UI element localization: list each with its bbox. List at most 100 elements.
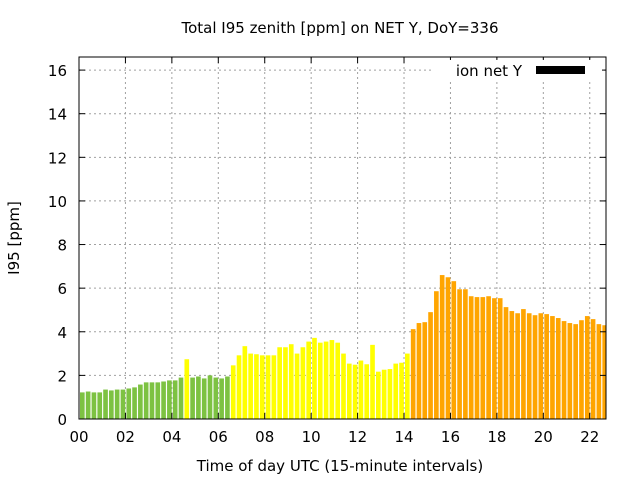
bar [190,377,195,419]
bar [561,321,567,419]
bar [184,359,190,419]
x-tick-label: 06 [209,428,228,446]
bar [91,392,97,419]
bar [439,275,445,419]
bar [109,390,114,419]
bar [242,346,248,419]
bar [474,297,480,419]
bar [509,311,515,419]
y-tick-label: 10 [48,193,67,211]
bar [329,340,335,419]
bar [323,341,329,419]
bar [277,347,282,419]
y-tick-label: 6 [57,280,67,298]
y-tick-label: 0 [57,411,67,429]
bar [590,319,596,419]
bar [207,375,213,419]
bar [602,325,606,419]
bar [283,347,288,419]
x-tick-label: 00 [69,428,88,446]
bar [434,291,439,419]
y-axis-label: I95 [ppm] [5,201,23,275]
bar [248,353,253,419]
bar [468,296,474,419]
bar [80,392,85,419]
bar [405,353,410,419]
bar [254,354,259,419]
bar [486,296,491,419]
bar [497,298,503,419]
bar [463,289,468,419]
bar [399,362,404,419]
bar [480,297,486,419]
bar [335,342,341,419]
y-tick-label: 14 [48,106,67,124]
bar [178,377,184,419]
x-tick-label: 20 [534,428,553,446]
bar [567,323,573,419]
bar [306,341,311,419]
bar [376,371,381,419]
legend-swatch [536,66,585,74]
bar [410,329,416,419]
bar [132,387,137,419]
bar [312,337,317,419]
x-tick-label: 10 [302,428,321,446]
bar [138,384,143,419]
bar [288,344,294,419]
bar [428,312,433,419]
bar [387,369,393,419]
bar [608,322,613,419]
bar [196,376,201,419]
bar [445,277,451,419]
x-tick-label: 04 [162,428,181,446]
bar [503,307,509,419]
bar [538,313,544,419]
bar [161,381,166,419]
bar [393,363,399,419]
plot-frame [78,56,607,420]
bar [120,389,126,419]
bar [573,324,578,419]
x-tick-label: 02 [116,428,135,446]
legend-label: ion net Y [456,62,523,80]
y-tick-label: 16 [48,62,67,80]
bar [155,382,161,419]
bar [294,353,300,419]
bar [364,364,370,419]
bar [143,382,149,419]
bar [526,313,532,419]
bar [213,377,219,419]
x-tick-label: 12 [348,428,367,446]
bar [422,322,428,419]
bar [300,347,306,419]
bar [521,309,526,419]
bar [584,316,590,419]
bar [352,364,358,419]
bar [515,313,520,419]
bar [457,289,462,419]
y-tick-label: 2 [57,367,67,385]
y-tick-label: 12 [48,149,67,167]
y-tick-label: 8 [57,237,67,255]
bar [97,392,103,419]
bar [416,323,422,419]
bar [201,378,207,419]
bar [103,389,108,419]
bar [265,355,271,419]
bar [579,320,584,419]
bar [259,355,265,419]
x-tick-label: 18 [487,428,506,446]
bar [341,353,346,419]
bar [451,281,457,419]
legend-box [432,60,602,82]
bar [381,369,387,419]
x-tick-label: 08 [255,428,274,446]
bar [346,363,352,419]
x-tick-label: 22 [580,428,599,446]
bar [492,298,497,419]
chart-title: Total I95 zenith [ppm] on NET Y, DoY=336 [180,19,498,37]
